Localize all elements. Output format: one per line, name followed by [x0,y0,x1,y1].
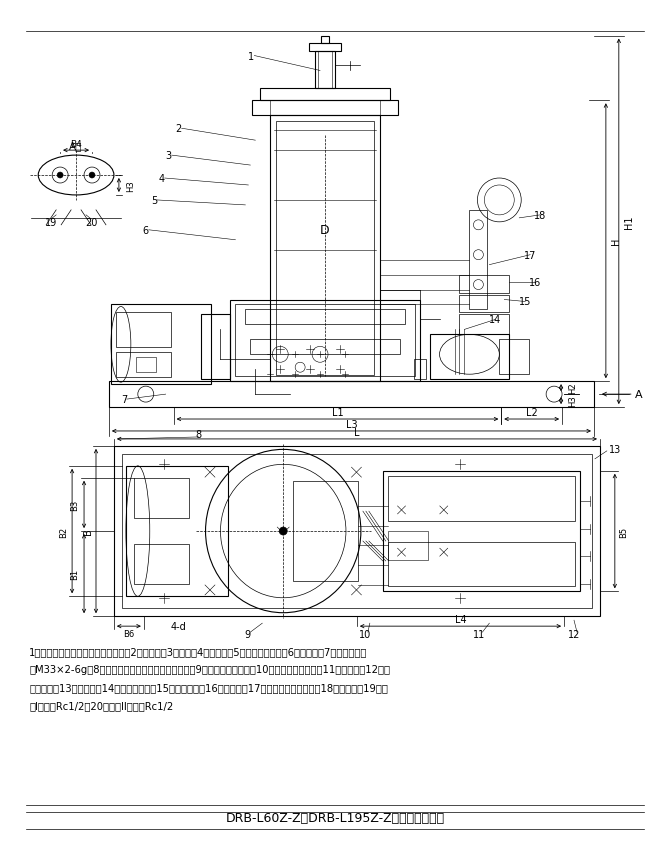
Bar [251,340,400,354]
Bar [116,313,171,348]
Bar [253,101,398,116]
Text: L: L [354,427,360,437]
Text: B: B [83,528,93,535]
Text: 19: 19 [45,218,58,228]
Bar [109,381,594,408]
Text: 2: 2 [176,124,182,134]
Text: 11: 11 [473,630,486,640]
Bar [114,446,600,616]
Text: 口M33×2-6g；8、排气阀（贮油器活塞下部空气）；9、贮油器低位开关；10、贮油器高位开关；11、接线盒；12、贮: 口M33×2-6g；8、排气阀（贮油器活塞下部空气）；9、贮油器低位开关；10、… [29,664,390,674]
Text: 4-d: 4-d [171,621,186,631]
Text: 12: 12 [567,630,580,640]
Bar [270,116,380,381]
Bar [388,542,575,587]
Text: 5: 5 [151,196,157,206]
Text: A向: A向 [70,141,83,151]
Bar [460,315,509,335]
Text: B3: B3 [70,499,80,511]
Bar [122,454,592,609]
Bar [388,476,575,521]
Bar [383,471,580,592]
Text: DRB-L60Z-Z、DRB-L195Z-Z型电动泵外形图: DRB-L60Z-Z、DRB-L195Z-Z型电动泵外形图 [225,811,445,824]
Text: H: H [611,238,621,245]
Bar [321,36,329,44]
Bar [470,211,487,310]
Text: 9: 9 [245,630,251,640]
Text: L4: L4 [455,614,466,625]
Text: D: D [320,224,330,237]
Bar [200,315,230,380]
Bar [261,89,390,101]
Bar [413,360,425,380]
Text: H3: H3 [569,395,578,407]
Text: 1: 1 [249,51,255,62]
Bar [293,481,358,582]
Bar [245,310,405,325]
Text: 20: 20 [85,218,97,228]
Bar [116,353,171,378]
Text: H3: H3 [127,180,135,192]
Bar [499,340,529,375]
Text: 18: 18 [534,211,547,220]
Text: B4: B4 [70,139,82,149]
Text: 4: 4 [159,174,165,184]
Text: 7: 7 [121,395,127,404]
Text: 路I出油口Rc1/2；20、管路II出油口Rc1/2: 路I出油口Rc1/2；20、管路II出油口Rc1/2 [29,700,174,710]
Text: 17: 17 [524,251,537,261]
Circle shape [279,528,287,535]
Circle shape [89,173,95,179]
Text: 油器接口；13、泵接口；14、电磁换向阀；15、放油螺塞；16、安全阀；17、排气阀（出油口）；18、压力表；19、管: 油器接口；13、泵接口；14、电磁换向阀；15、放油螺塞；16、安全阀；17、排… [29,682,388,692]
Bar [315,51,335,89]
Text: 6: 6 [143,225,149,235]
Text: 3: 3 [165,151,172,161]
Text: B5: B5 [619,526,628,537]
Text: 14: 14 [489,315,502,325]
Bar [111,306,210,385]
Bar [134,545,189,585]
Text: A: A [635,390,643,400]
Text: 8: 8 [196,430,202,440]
Bar [460,295,509,313]
Circle shape [57,173,63,179]
Text: B6: B6 [123,629,135,638]
Text: 15: 15 [519,297,531,307]
Text: L1: L1 [332,408,343,418]
Bar [460,275,509,293]
Text: H1: H1 [624,215,634,229]
Bar [429,335,509,380]
Bar [230,300,419,381]
Bar [134,479,189,518]
Text: L2: L2 [526,408,537,418]
Bar [126,466,228,597]
Text: 1、排气阀（贮油器活塞下部空气）；2、贮油器；3、泵体；4、排气塞；5、润滑油注入口；6、油位计；7、润滑脂补给: 1、排气阀（贮油器活塞下部空气）；2、贮油器；3、泵体；4、排气塞；5、润滑油注… [29,647,368,657]
Text: 13: 13 [609,444,621,454]
Bar [235,306,415,376]
Text: 10: 10 [358,630,371,640]
Text: B1: B1 [70,568,80,580]
Bar [388,531,427,560]
Bar [276,122,374,376]
Bar [136,358,155,373]
Bar [309,44,341,51]
Text: 16: 16 [529,278,541,287]
Text: L3: L3 [346,419,357,430]
Text: B2: B2 [59,526,68,537]
Text: H2: H2 [569,382,578,394]
